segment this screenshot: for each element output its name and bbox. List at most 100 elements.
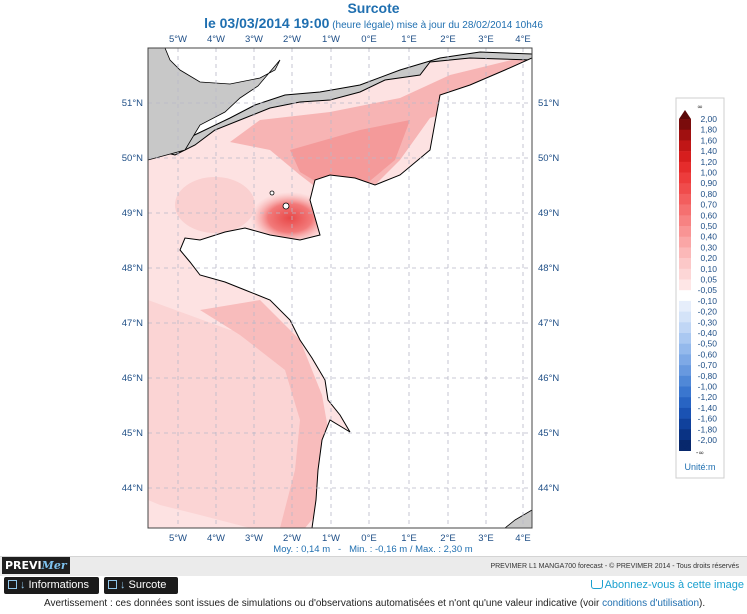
surge-map: 5°W 4°W 3°W 2°W 1°W 0°E 1°E 2°E 3°E 4°E … <box>122 34 725 555</box>
legend-value-label: -1,00 <box>698 382 718 392</box>
lat-label-left: 45°N <box>122 428 143 439</box>
legend-color-swatch <box>679 172 691 184</box>
lon-label-bottom: 4°E <box>515 533 530 544</box>
disclaimer-text: Avertissement : ces données sont issues … <box>44 598 603 609</box>
legend-top-arrow <box>679 110 691 119</box>
lon-label-bottom: 4°W <box>207 533 225 544</box>
legend-bottom-arrow <box>679 440 691 449</box>
legend-value-label: -0,10 <box>698 296 718 306</box>
legend-top-symbol: ∞ <box>697 103 703 111</box>
lat-label-right: 45°N <box>538 428 559 439</box>
legend-color-swatch <box>679 375 691 387</box>
lon-label-bottom: 3°W <box>245 533 263 544</box>
legend-value-label: 0,60 <box>700 210 717 220</box>
logo-prefix: PREVI <box>5 559 42 572</box>
lon-label-top: 4°E <box>515 34 530 45</box>
legend-value-label: 0,10 <box>700 264 717 274</box>
lon-label-top: 4°W <box>207 34 225 45</box>
tab-surcote[interactable]: ↓ Surcote <box>104 577 178 594</box>
subscribe-label: Abonnez-vous à cette image <box>604 579 744 591</box>
legend-color-swatch <box>679 183 691 195</box>
subscribe-link[interactable]: Abonnez-vous à cette image <box>590 579 744 591</box>
lon-label-top: 5°W <box>169 34 187 45</box>
legend-color-swatch <box>679 226 691 237</box>
legend-value-label: -0,20 <box>698 307 718 317</box>
lon-label-bottom: 1°E <box>401 533 416 544</box>
lon-label-top: 2°E <box>440 34 455 45</box>
lon-label-bottom: 1°W <box>322 533 340 544</box>
legend-color-swatch <box>679 333 691 344</box>
lat-label-left: 49°N <box>122 208 143 219</box>
lat-label-right: 48°N <box>538 263 559 274</box>
tab-informations[interactable]: ↓ Informations <box>4 577 99 594</box>
legend-color-swatch <box>679 343 691 355</box>
legend-value-label: 0,80 <box>700 189 717 199</box>
lat-label-left: 44°N <box>122 483 143 494</box>
legend-value-label: -0,05 <box>698 285 718 295</box>
legend-color-swatch <box>679 268 691 280</box>
copyright-credit: PREVIMER L1 MANGA700 forecast - © PREVIM… <box>490 563 739 570</box>
surge-zone-channel-inner <box>290 120 410 190</box>
domain-mask-se <box>504 509 532 528</box>
legend-value-label: 0,05 <box>700 275 717 285</box>
legend-unit: Unité:m <box>684 462 715 472</box>
lat-label-right: 47°N <box>538 318 559 329</box>
lat-label-right: 44°N <box>538 483 559 494</box>
legend-color-swatch <box>679 129 691 141</box>
arrow-down-icon: ↓ <box>20 579 26 591</box>
legend-value-label: 0,70 <box>700 200 717 210</box>
previmer-logo: PREVIMer <box>2 557 70 574</box>
legend-color-swatch <box>679 300 691 312</box>
legend-color-swatch <box>679 418 691 430</box>
lon-label-top: 3°E <box>478 34 493 45</box>
lat-label-left: 50°N <box>122 153 143 164</box>
legend-value-label: 1,80 <box>700 125 717 135</box>
land-france <box>179 48 532 528</box>
legend-color-swatch <box>679 365 691 377</box>
legend-color-swatch <box>679 279 691 291</box>
legend-value-label: -0,80 <box>698 371 718 381</box>
lon-label-bottom: 5°W <box>169 533 187 544</box>
legend-value-label: 0,90 <box>700 178 717 188</box>
legend-value-label: -1,20 <box>698 392 718 402</box>
legend-value-label: 1,60 <box>700 135 717 145</box>
lon-label-bottom: 3°E <box>478 533 493 544</box>
legend-value-label: -0,70 <box>698 360 718 370</box>
logo-suffix: Mer <box>41 559 67 572</box>
legend-value-label: -0,50 <box>698 339 718 349</box>
terms-link[interactable]: conditions d'utilisation <box>602 598 700 609</box>
legend-color-swatch <box>679 236 691 248</box>
legend-value-label: -1,40 <box>698 403 718 413</box>
legend-value-label: -0,60 <box>698 349 718 359</box>
legend-color-swatch <box>679 322 691 334</box>
lon-label-top: 0°E <box>361 34 376 45</box>
domain-mask-nw <box>148 48 281 161</box>
lat-label-right: 49°N <box>538 208 559 219</box>
lat-label-left: 48°N <box>122 263 143 274</box>
color-legend: ∞ -∞ 2,001,801,601,401,201,000,900,800,7… <box>675 97 725 479</box>
lat-label-right: 50°N <box>538 153 559 164</box>
legend-value-label: 1,40 <box>700 146 717 156</box>
legend-value-label: -1,60 <box>698 414 718 424</box>
surge-hotspot <box>250 192 330 244</box>
legend-color-swatch <box>679 311 691 323</box>
lon-label-top: 3°W <box>245 34 263 45</box>
forecast-date: le 03/03/2014 19:00 (heure légale) mise … <box>0 15 747 33</box>
legend-value-label: 0,50 <box>700 221 717 231</box>
legend-color-swatch <box>679 119 691 130</box>
legend-value-label: -2,00 <box>698 435 718 445</box>
disclaimer: Avertissement : ces données sont issues … <box>0 598 747 609</box>
legend-color-swatch <box>679 140 691 152</box>
lat-label-left: 47°N <box>122 318 143 329</box>
map-grid <box>148 48 532 528</box>
legend-color-swatch <box>679 151 691 163</box>
legend-color-swatch <box>679 193 691 205</box>
legend-value-label: -0,40 <box>698 328 718 338</box>
legend-color-swatch <box>679 354 691 366</box>
footer-strip <box>0 556 747 576</box>
legend-color-swatch <box>679 247 691 259</box>
legend-value-label: 2,00 <box>700 114 717 124</box>
forecast-update-note: (heure légale) mise à jour du 28/02/2014… <box>329 20 543 31</box>
surge-zone-biscay-coast <box>200 300 330 528</box>
map-frame <box>147 47 533 529</box>
